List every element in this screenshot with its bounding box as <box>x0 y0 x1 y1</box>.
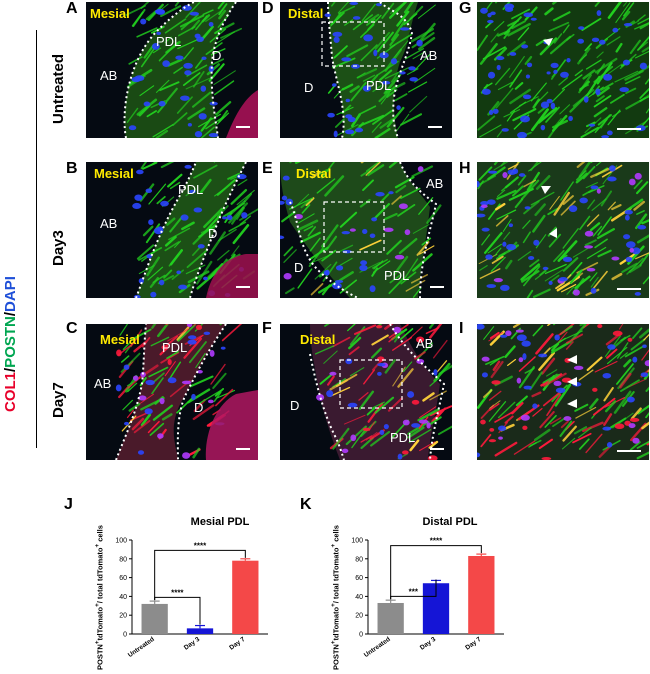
region-label-pdl: PDL <box>366 78 392 93</box>
stain-label: COL1/POSTN/DAPI <box>2 276 19 412</box>
region-label-d: D <box>212 48 222 63</box>
side-label-distal: Distal <box>300 332 336 347</box>
region-label-d: D <box>194 400 204 415</box>
bar-distal-0 <box>377 602 404 634</box>
y-tick-label: 40 <box>119 594 127 601</box>
y-tick-label: 100 <box>351 538 363 545</box>
stain-sep-1: / <box>2 367 19 372</box>
x-tick-label: Untreated <box>363 636 392 659</box>
region-label-ab: AB <box>100 216 118 231</box>
region-label-ab: AB <box>94 376 112 391</box>
row-label-untreated: Untreated <box>50 53 67 124</box>
row-divider-line <box>36 30 37 448</box>
region-label-ab: AB <box>100 68 118 83</box>
y-tick-label: 100 <box>115 538 127 545</box>
micrograph-panel-h <box>477 162 649 298</box>
y-tick-label: 60 <box>355 575 363 582</box>
panel-letter-d: D <box>262 0 274 17</box>
panel-letter-e: E <box>262 160 273 177</box>
chart-title-distal: Distal PDL <box>422 516 478 528</box>
region-label-d: D <box>304 80 314 95</box>
significance-label: **** <box>430 537 443 546</box>
chart-title-mesial: Mesial PDL <box>190 516 250 528</box>
panel-letter-a: A <box>66 0 78 17</box>
stain-col1: COL1 <box>2 371 19 412</box>
x-tick-label: Day 3 <box>419 636 438 652</box>
stain-sep-2: / <box>2 311 19 317</box>
bar-mesial-0 <box>141 603 168 634</box>
region-label-ab: AB <box>416 336 434 351</box>
x-tick-label: Day 3 <box>183 636 202 652</box>
micrograph-panel-f: Distal AB D PDL <box>280 324 452 460</box>
side-label-distal: Distal <box>288 6 324 21</box>
chart-ylabel-distal: POSTN+tdTomato+/ total tdTomato+ cells <box>330 525 341 670</box>
panel-letter-j: J <box>64 496 73 513</box>
y-tick-label: 0 <box>123 632 127 639</box>
panel-letter-f: F <box>262 320 272 337</box>
bar-distal-2 <box>468 555 495 634</box>
region-label-pdl: PDL <box>162 340 188 355</box>
x-tick-label: Untreated <box>127 636 156 659</box>
y-tick-label: 40 <box>355 594 363 601</box>
micrograph-panel-b: Mesial PDL AB D <box>86 162 258 298</box>
panel-letter-b: B <box>66 160 78 177</box>
significance-bracket <box>390 545 482 600</box>
significance-label: **** <box>194 541 207 550</box>
region-label-d: D <box>290 398 300 413</box>
region-label-pdl: PDL <box>390 430 416 445</box>
region-label-ab: AB <box>426 176 444 191</box>
bar-mesial-1 <box>186 628 214 634</box>
row-label-day3: Day3 <box>50 230 67 266</box>
region-label-pdl: PDL <box>384 268 410 283</box>
stain-postn: POSTN <box>2 316 19 368</box>
micrograph-panel-i <box>477 324 649 460</box>
row-label-day7: Day7 <box>50 382 67 418</box>
y-tick-label: 20 <box>119 613 127 620</box>
region-label-d: D <box>208 226 218 241</box>
micrograph-panel-c: Mesial PDL AB D <box>86 324 258 460</box>
stain-dapi: DAPI <box>2 276 19 312</box>
x-tick-label: Day 7 <box>464 636 483 652</box>
y-tick-label: 80 <box>355 556 363 563</box>
micrograph-panel-g <box>477 2 649 138</box>
panel-letter-c: C <box>66 320 78 337</box>
side-label-mesial: Mesial <box>94 166 134 181</box>
region-label-pdl: PDL <box>156 34 182 49</box>
panel-letter-h: H <box>459 160 471 177</box>
y-tick-label: 0 <box>359 632 363 639</box>
chart-ylabel-mesial: POSTN+tdTomato+/ total tdTomato+ cells <box>94 525 105 670</box>
side-label-distal: Distal <box>296 166 332 181</box>
chart-mesial-pdl: 0 20 40 60 80 100 Untreated Day 3 Day 7 **** **** <box>115 538 268 659</box>
micrograph-panel-e: Distal AB D PDL <box>280 162 452 298</box>
y-tick-label: 20 <box>355 613 363 620</box>
bar-mesial-2 <box>232 560 259 634</box>
y-tick-label: 60 <box>119 575 127 582</box>
region-label-pdl: PDL <box>178 182 204 197</box>
region-label-ab: AB <box>420 48 438 63</box>
significance-bracket <box>154 549 246 601</box>
y-tick-label: 80 <box>119 556 127 563</box>
side-label-mesial: Mesial <box>100 332 140 347</box>
x-tick-label: Day 7 <box>228 636 247 652</box>
panel-letter-i: I <box>459 320 464 337</box>
significance-label: *** <box>409 587 419 596</box>
significance-label: **** <box>171 588 184 597</box>
panel-letter-k: K <box>300 496 312 513</box>
panel-letter-g: G <box>459 0 472 17</box>
micrograph-panel-d: Distal AB D PDL <box>280 2 452 138</box>
region-label-d: D <box>294 260 304 275</box>
side-label-mesial: Mesial <box>90 6 130 21</box>
micrograph-panel-a: Mesial PDL AB D <box>86 2 258 138</box>
